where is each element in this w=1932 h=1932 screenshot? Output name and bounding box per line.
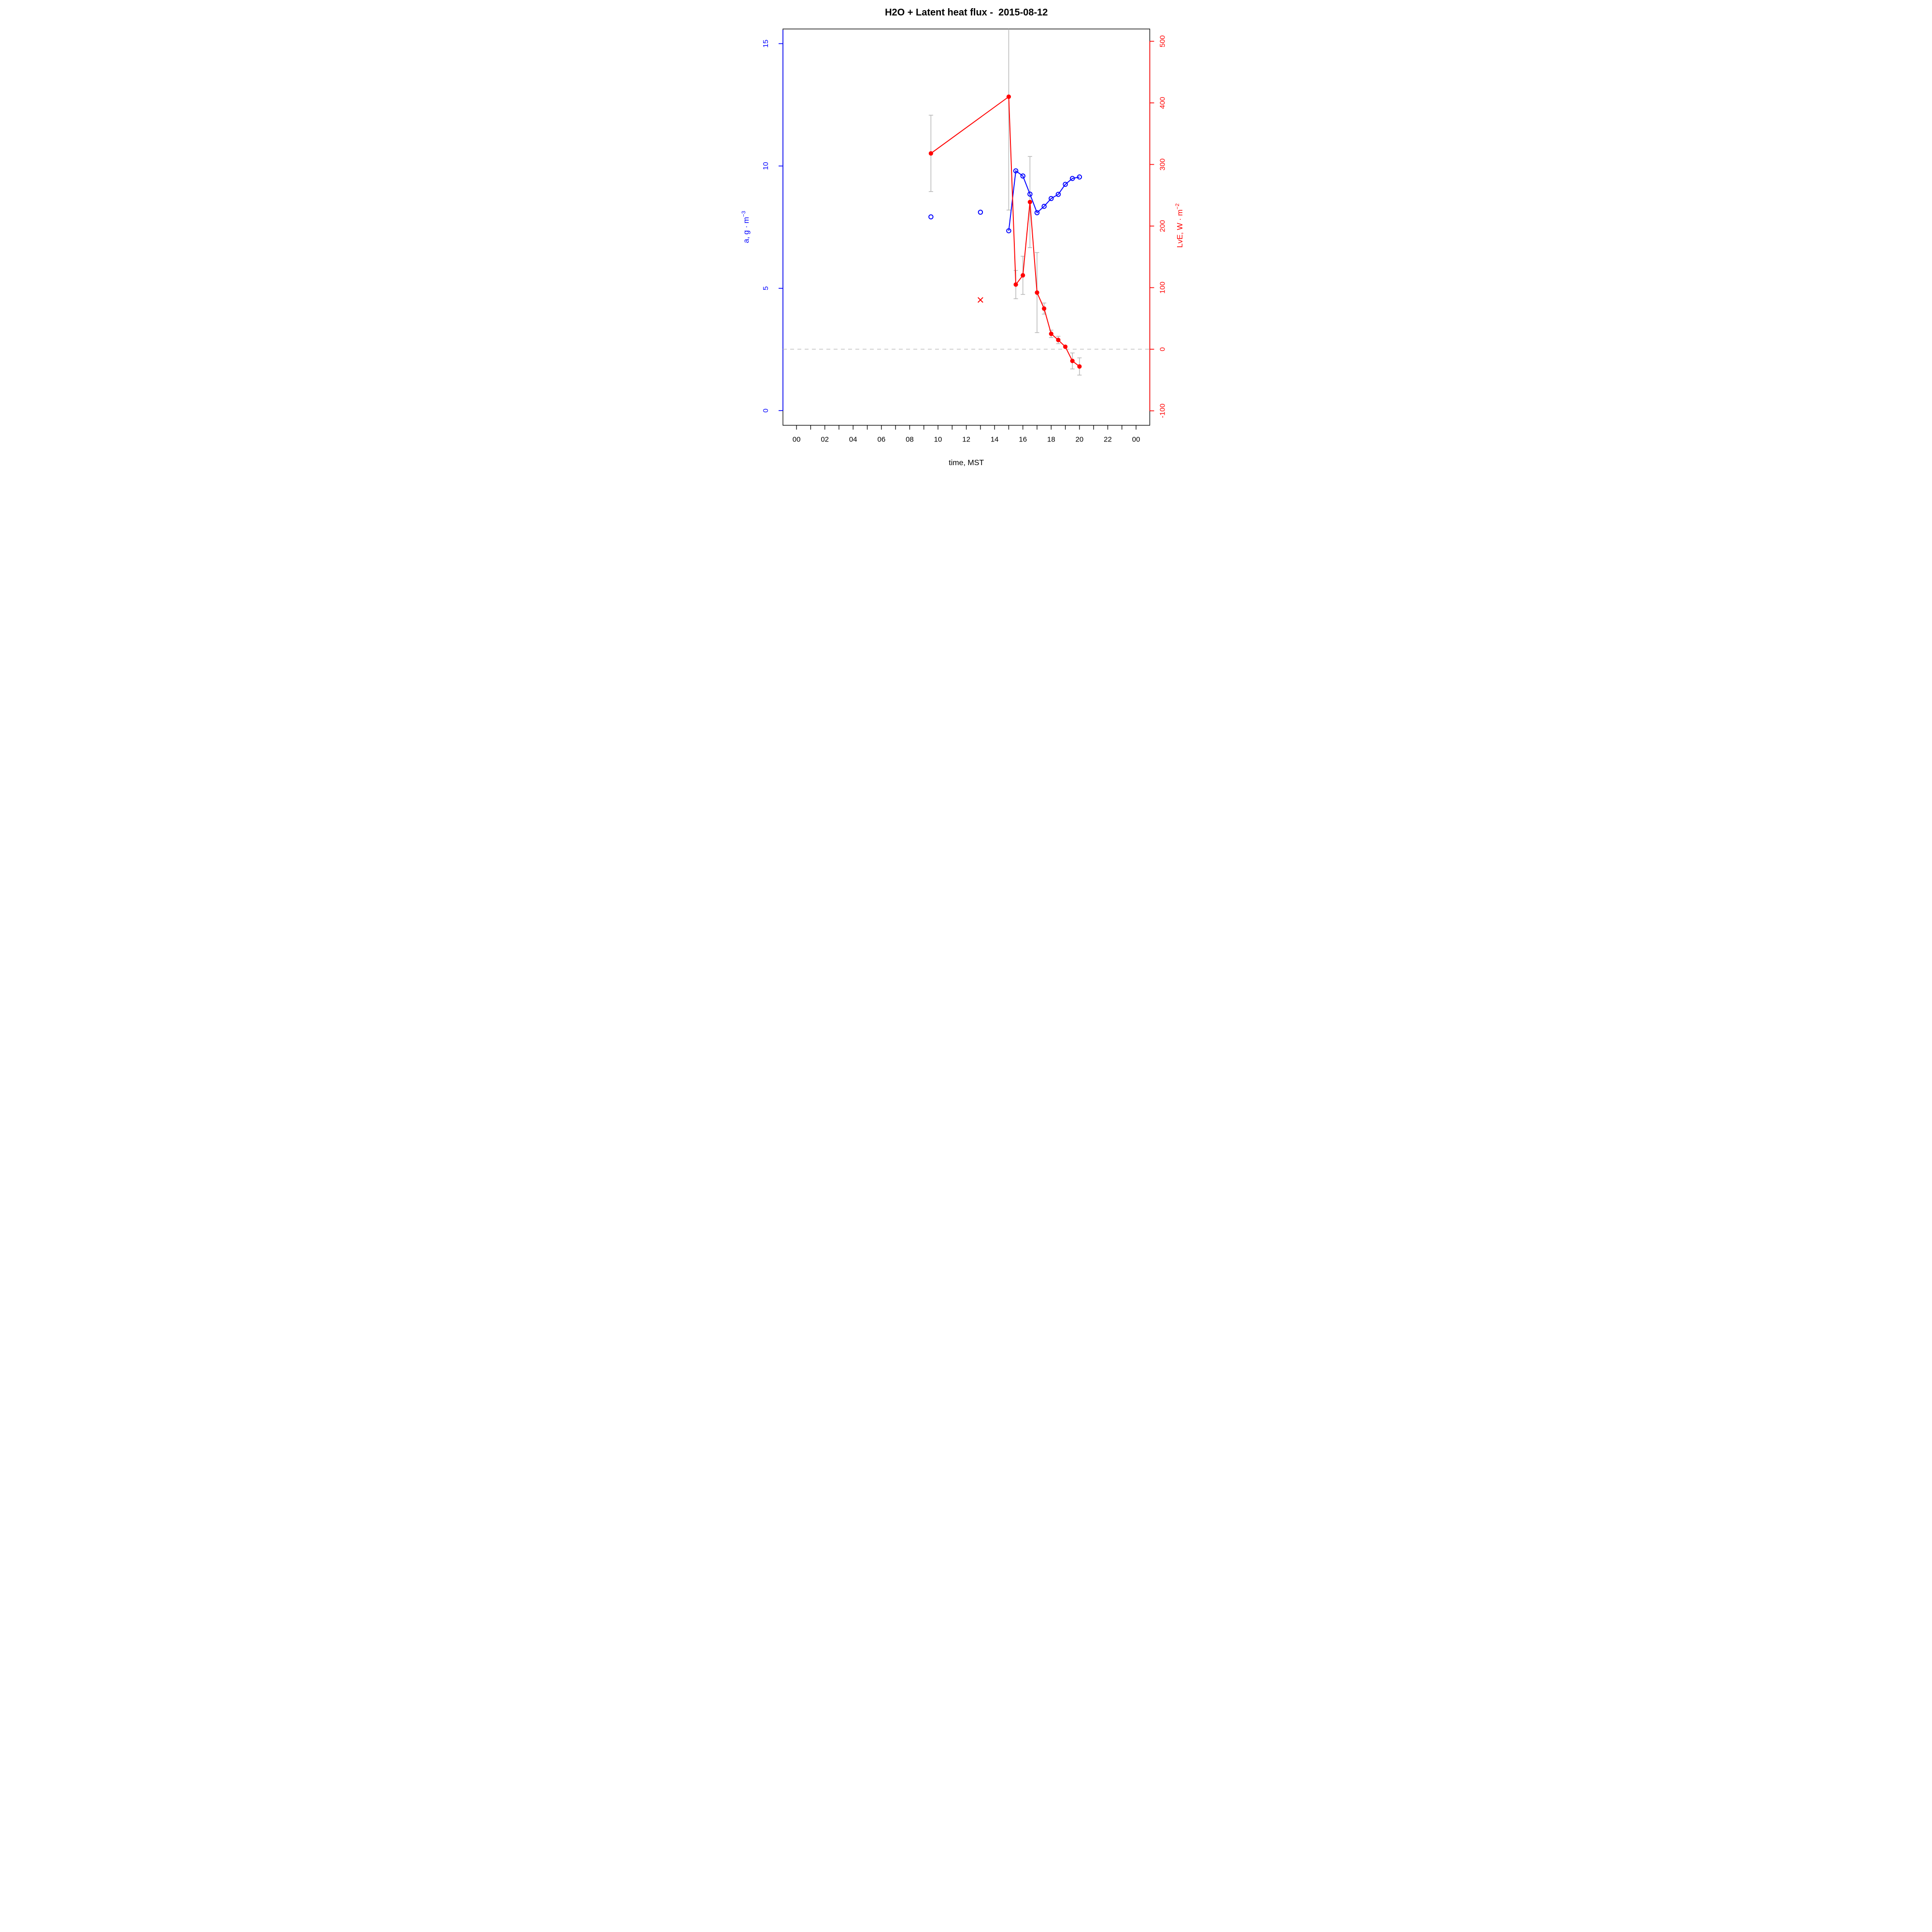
a_series-point	[1034, 210, 1040, 215]
y-right-tick-label: 0	[1159, 347, 1167, 351]
y-right-tick-label: 200	[1159, 220, 1167, 232]
y-right-tick-label: 300	[1159, 158, 1167, 170]
axes-layer: 00 02 04 06 08 10 12 14 16 18 20 22 00 time, MST 0 5 10 1…	[741, 28, 1184, 467]
plot-box	[782, 28, 1151, 426]
y-left-axis-title: a, g · m−3	[741, 211, 751, 243]
data-layer	[783, 29, 1150, 376]
y-left-tick-label: 15	[762, 40, 770, 48]
LvE_series-point	[928, 151, 933, 156]
a_series-point	[1077, 174, 1082, 180]
y-left-tick-label: 10	[762, 162, 770, 170]
a_series-point	[1013, 168, 1019, 174]
x-axis-tick-label: 22	[1104, 436, 1112, 444]
LvE_series-point	[1027, 199, 1033, 204]
LvE_series-line	[930, 96, 1080, 367]
LvE_series-point	[1013, 282, 1018, 287]
x-axis-tick-label: 16	[1019, 436, 1027, 444]
LvE_series-point	[1035, 290, 1039, 295]
LvE_series-point	[1006, 94, 1011, 99]
a_series-point	[1041, 203, 1047, 209]
x-axis-tick-label: 10	[934, 436, 942, 444]
y-right-axis-title: LvE, W · m−2	[1175, 203, 1184, 248]
LvE_series-point	[1049, 331, 1053, 336]
x-axis-tick-label: 00	[793, 436, 801, 444]
a_series-point	[1020, 173, 1026, 179]
a_series-point	[1063, 182, 1068, 187]
y-left-tick-label: 0	[762, 409, 770, 412]
x-axis-tick-label: 00	[1132, 436, 1140, 444]
LvE_outlier-x-marker	[978, 297, 983, 303]
y-right-tick-label: -100	[1159, 404, 1167, 418]
y-left-tick-label: 5	[762, 286, 770, 290]
x-axis-tick-label: 02	[821, 436, 829, 444]
x-axis-tick-label: 20	[1076, 436, 1084, 444]
x-axis-title: time, MST	[949, 459, 984, 467]
LvE_series-point	[1042, 306, 1047, 311]
chart-title: H2O + Latent heat flux - 2015-08-12	[885, 7, 1048, 18]
chart-canvas: H2O + Latent heat flux - 2015-08-12 00 02…	[741, 7, 1184, 467]
y-right-tick-label: 500	[1159, 35, 1167, 47]
x-axis-tick-label: 08	[906, 436, 914, 444]
a_isolated-point	[978, 210, 983, 215]
LvE_series-point	[1056, 338, 1061, 342]
a_series-point	[1006, 228, 1011, 234]
plot-figure: H2O + Latent heat flux - 2015-08-12 00 02…	[724, 0, 1208, 483]
a_series-point	[1055, 192, 1061, 197]
x-axis-tick-label: 18	[1047, 436, 1055, 444]
LvE_series-point	[1077, 364, 1082, 369]
a_series-line	[1008, 170, 1080, 231]
LvE_series-point	[1021, 273, 1025, 278]
y-right-tick-label: 400	[1159, 97, 1167, 109]
a_series-point	[1070, 176, 1075, 181]
LvE_series-point	[1070, 358, 1075, 363]
x-axis-tick-label: 14	[991, 436, 999, 444]
a_isolated-point	[928, 214, 934, 220]
a_series-point	[1027, 191, 1033, 197]
a_series-point	[1049, 196, 1054, 201]
y-right-tick-label: 100	[1159, 282, 1167, 294]
x-axis-tick-label: 12	[962, 436, 970, 444]
x-axis-tick-label: 06	[878, 436, 886, 444]
x-axis-tick-label: 04	[849, 436, 857, 444]
LvE_series-point	[1063, 344, 1068, 349]
